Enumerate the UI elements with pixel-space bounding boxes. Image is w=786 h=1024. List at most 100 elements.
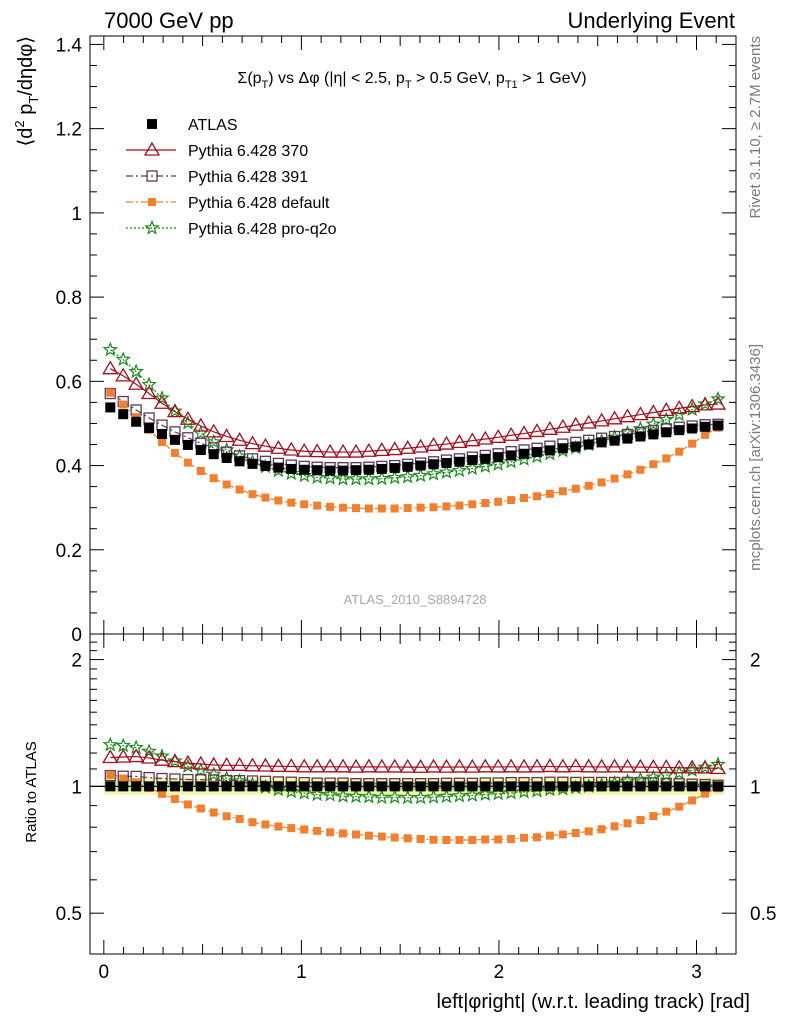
data-point [313,501,322,510]
series-line [109,368,719,453]
data-point [128,363,144,379]
data-point [140,385,158,400]
data-point [244,435,261,450]
data-point [635,431,646,442]
data-point [131,416,142,427]
data-point [467,781,478,792]
data-point [610,822,619,831]
x-tick-label: 3 [691,962,702,983]
main-axis-ticks: 0 0.2 0.4 0.6 0.8 1 1.2 1.4 [56,35,736,646]
data-point [593,412,610,427]
data-point [490,785,506,801]
data-point [119,400,128,409]
y-tick-label: 0.4 [56,457,83,478]
data-point [541,421,559,435]
data-point [684,762,700,777]
data-point [234,781,245,792]
data-point [364,831,373,840]
data-point [454,456,465,467]
ratio-y-axis-label: Ratio to ATLAS [23,741,40,842]
data-point [477,758,494,773]
data-point [580,414,597,429]
data-point [490,429,507,443]
data-point [339,503,348,512]
data-point [645,416,662,431]
data-point [115,748,132,763]
data-point [339,829,348,838]
data-point [260,781,271,792]
data-point [389,781,400,792]
data-point [480,453,491,464]
data-point [415,460,426,471]
data-point [438,435,455,450]
data-point [583,781,594,792]
data-point [519,448,530,459]
data-point [684,398,701,413]
data-point [386,469,403,485]
data-point [321,443,339,458]
data-point [570,441,581,452]
data-point [182,439,193,450]
data-point [106,770,115,779]
data-point [645,404,662,419]
legend-label: Pythia 6.428 pro-q2o [188,221,337,238]
data-point [532,833,541,842]
data-point [710,390,726,406]
data-point [477,430,494,445]
data-point [402,461,413,472]
data-point [506,450,517,461]
ratio-axis-ticks: 0.5 0.5 1 1 2 2 0 1 2 3 [56,633,776,983]
series-atlas [105,402,724,476]
data-point [334,758,352,773]
y-tick-label: 1 [71,204,82,225]
data-point [532,492,541,501]
data-point [141,743,157,758]
data-point [584,827,593,836]
data-point [713,781,724,792]
data-point [274,496,283,505]
data-point [205,433,222,449]
ratio-panel: 0.5 0.5 1 1 2 2 0 1 2 3 [56,633,776,983]
data-point [609,781,620,792]
data-point [399,758,416,773]
data-point [520,833,529,842]
data-point [128,748,145,763]
data-point [386,441,403,456]
plot-title: Σ(pT) vs Δφ (|η| < 2.5, pT > 0.5 GeV, pT… [237,70,586,91]
data-point [541,758,559,773]
series-pythia-6-428-370 [102,360,727,458]
data-point [567,416,584,431]
data-point [102,749,119,764]
data-point [248,490,257,499]
data-point [170,448,179,457]
data-point [571,484,580,493]
data-point [299,464,310,475]
data-point [671,406,687,422]
data-point [195,444,206,455]
ratio-y-tick-label-right: 2 [750,651,761,672]
data-point [300,500,309,509]
data-point [334,443,352,458]
data-point [309,443,326,458]
data-point [261,820,270,829]
data-point [326,828,335,837]
data-point [363,781,374,792]
x-axis-label: left|φright| (w.r.t. leading track) [rad… [437,991,750,1013]
data-point [235,814,244,823]
data-point [402,781,413,792]
data-point [502,758,520,773]
data-point [515,425,533,440]
data-point [606,758,623,773]
data-point [636,465,645,474]
data-point [248,818,257,827]
data-point [399,789,416,805]
data-point [658,759,675,774]
data-point [428,781,439,792]
data-point [451,787,468,803]
data-point [296,758,313,773]
data-point [157,428,168,439]
data-point [558,487,567,496]
data-point [274,822,283,831]
data-point [148,198,156,206]
data-point [451,434,468,449]
